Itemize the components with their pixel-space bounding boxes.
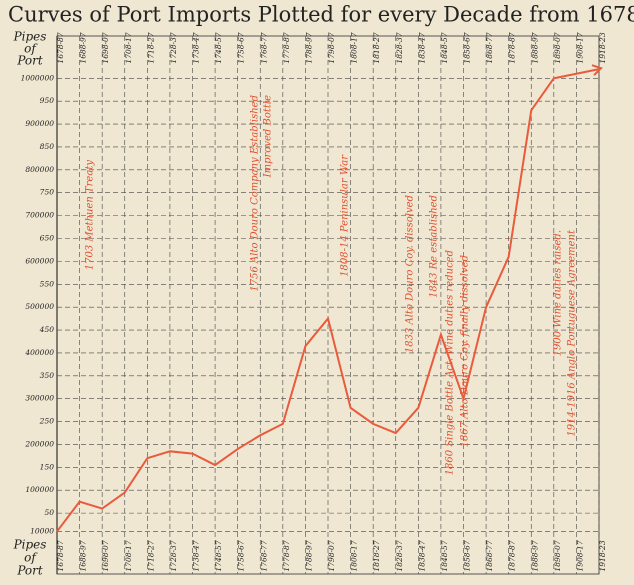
annotation: 1808-14 Peninsular War bbox=[340, 154, 351, 277]
y-tick-label: 10000 bbox=[30, 526, 54, 535]
y-tick-label: 500000 bbox=[25, 302, 54, 311]
x-tick-label: 1828-37 bbox=[395, 540, 404, 571]
y-tick-label: 850 bbox=[40, 142, 55, 151]
y-axis-label: of bbox=[24, 551, 38, 565]
y-tick-label: 550 bbox=[40, 279, 55, 288]
y-tick-label: 900000 bbox=[25, 119, 54, 128]
x-tick-label: 1888-97 bbox=[530, 32, 539, 63]
x-tick-label: 1788-97 bbox=[304, 540, 313, 571]
x-tick-label: 1918-23 bbox=[598, 540, 607, 571]
y-tick-label: 150 bbox=[40, 462, 55, 471]
y-tick-label: 400000 bbox=[24, 348, 54, 357]
annotation: 1756 Alto Douro Company Established bbox=[250, 95, 261, 292]
x-tick-label: 1868-77 bbox=[485, 32, 494, 63]
x-tick-label: 1838-47 bbox=[417, 540, 426, 571]
y-tick-label: 650 bbox=[40, 234, 55, 243]
x-tick-label: 1688-97 bbox=[79, 32, 88, 63]
x-tick-label: 1778-87 bbox=[282, 32, 291, 63]
x-tick-label: 1678-87 bbox=[56, 540, 65, 571]
x-tick-label: 1768-77 bbox=[259, 32, 268, 63]
x-tick-label: 1738-47 bbox=[192, 540, 201, 571]
x-tick-label: 1818-27 bbox=[372, 540, 381, 571]
y-tick-label: 450 bbox=[39, 325, 55, 334]
annotation: Improved Bottle bbox=[263, 95, 274, 178]
x-tick-label: 1778-87 bbox=[282, 540, 291, 571]
x-tick-label: 1708-17 bbox=[124, 540, 133, 571]
x-tick-label: 1878-87 bbox=[508, 32, 517, 63]
x-tick-label: 1828-37 bbox=[395, 32, 404, 63]
y-tick-label: 300000 bbox=[25, 394, 54, 403]
x-tick-label: 1738-47 bbox=[192, 32, 201, 63]
y-tick-label: 250 bbox=[39, 417, 55, 426]
x-tick-label: 1718-27 bbox=[146, 32, 155, 63]
x-tick-label: 1868-77 bbox=[485, 540, 494, 571]
y-tick-label: 950 bbox=[40, 96, 55, 105]
y-tick-label: 200000 bbox=[24, 439, 54, 448]
x-tick-label: 1858-67 bbox=[463, 540, 472, 571]
x-tick-label: 1798-07 bbox=[327, 540, 336, 571]
x-tick-label: 1718-27 bbox=[146, 540, 155, 571]
x-tick-label: 1848-57 bbox=[440, 540, 449, 571]
x-tick-label: 1888-97 bbox=[530, 540, 539, 571]
y-axis-label: Pipes bbox=[13, 538, 47, 552]
annotation: 1833 Alto Douro Coy. dissolved bbox=[405, 195, 416, 353]
x-tick-label: 1908-17 bbox=[575, 540, 584, 571]
x-tick-label: 1728-37 bbox=[169, 32, 178, 63]
annotation: 1900 Wine duties raised. bbox=[553, 230, 564, 356]
x-tick-label: 1768-77 bbox=[259, 540, 268, 571]
y-tick-label: 350 bbox=[40, 371, 55, 380]
x-tick-label: 1858-67 bbox=[463, 32, 472, 63]
x-tick-label: 1918-23 bbox=[598, 32, 607, 63]
x-tick-label: 1908-17 bbox=[575, 32, 584, 63]
x-tick-label: 1798-07 bbox=[327, 32, 336, 63]
x-tick-label: 1728-37 bbox=[169, 540, 178, 571]
x-tick-label: 1748-57 bbox=[214, 32, 223, 63]
x-tick-label: 1838-47 bbox=[417, 32, 426, 63]
y-tick-label: 50 bbox=[44, 508, 54, 517]
x-tick-label: 1698-07 bbox=[101, 540, 110, 571]
annotation: 1703 Methuen Treaty bbox=[85, 160, 96, 271]
x-tick-label: 1788-97 bbox=[304, 32, 313, 63]
x-tick-label: 1678-87 bbox=[56, 32, 65, 63]
x-tick-label: 1848-57 bbox=[440, 32, 449, 63]
y-axis-label: of bbox=[24, 42, 38, 56]
y-tick-label: 700000 bbox=[25, 211, 54, 220]
x-tick-label: 1898-07 bbox=[553, 32, 562, 63]
x-tick-label: 1698-07 bbox=[101, 32, 110, 63]
y-tick-label: 1000000 bbox=[21, 73, 55, 82]
y-tick-label: 800000 bbox=[25, 165, 54, 174]
x-tick-label: 1898-07 bbox=[553, 540, 562, 571]
y-axis-label: Port bbox=[16, 564, 43, 578]
x-tick-label: 1748-57 bbox=[214, 540, 223, 571]
annotation: 1914-1916 Anglo Portuguese Agreement bbox=[567, 229, 578, 437]
x-tick-label: 1758-67 bbox=[237, 32, 246, 63]
x-tick-label: 1758-67 bbox=[237, 540, 246, 571]
x-tick-label: 1818-27 bbox=[372, 32, 381, 63]
data-line bbox=[56, 68, 600, 533]
x-tick-label: 1808-17 bbox=[350, 32, 359, 63]
x-tick-label: 1808-17 bbox=[350, 540, 359, 571]
y-tick-label: 750 bbox=[40, 188, 55, 197]
annotation: 1843 Re established bbox=[429, 195, 440, 298]
chart-title: Curves of Port Imports Plotted for every… bbox=[8, 3, 634, 27]
x-tick-label: 1688-97 bbox=[79, 540, 88, 571]
y-axis-label: Port bbox=[16, 54, 43, 68]
line-arrow bbox=[591, 64, 603, 76]
y-tick-label: 100000 bbox=[25, 485, 54, 494]
x-tick-label: 1708-17 bbox=[124, 32, 133, 63]
x-tick-label: 1878-87 bbox=[508, 540, 517, 571]
annotation: 1867 Alto Douro Coy. finally dissolved bbox=[460, 255, 471, 447]
y-tick-label: 600000 bbox=[25, 256, 54, 265]
y-axis-label: Pipes bbox=[13, 30, 47, 44]
